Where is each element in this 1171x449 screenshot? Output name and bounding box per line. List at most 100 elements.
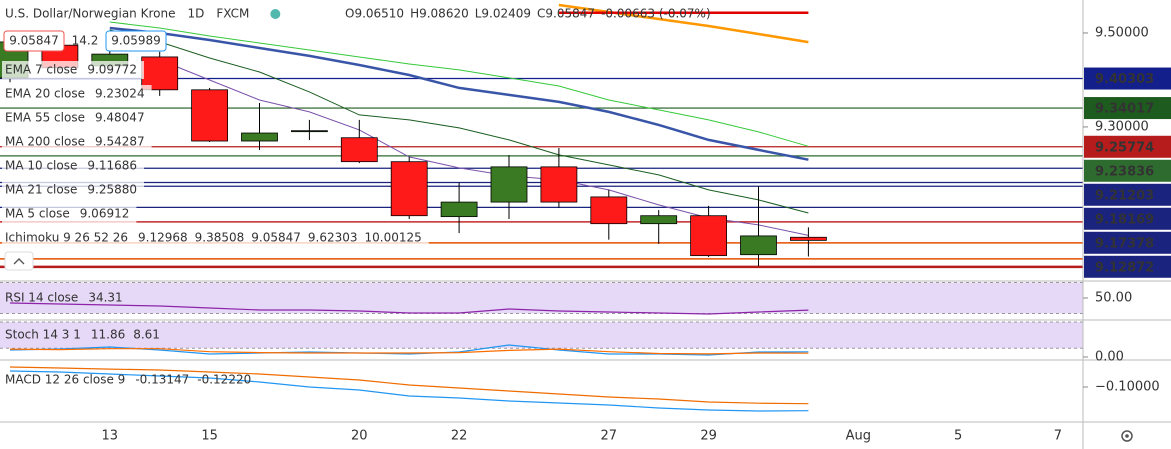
price-tag-label: 9.25774: [1095, 140, 1154, 155]
y-tick-label: 9.50000: [1095, 25, 1149, 40]
gear-hub: [1125, 434, 1129, 438]
legend-value: 9.09772: [87, 63, 137, 77]
x-tick-label: 20: [351, 429, 368, 444]
legend-name: EMA 20 close: [5, 87, 85, 101]
price-tag: [1084, 231, 1171, 254]
legend: RSI 14 close 34.31 Stoch 14 3 1 11.86 8.61 MA…: [2, 7, 711, 387]
y-tick-label: 50.00: [1095, 290, 1132, 305]
x-tick-label: Aug: [846, 429, 871, 444]
ohlc-label: L9.02409: [475, 7, 531, 21]
legend-value: 9.48047: [95, 111, 145, 125]
price-tag-label: 9.12872: [1095, 260, 1154, 275]
legend-value: 9.25880: [87, 183, 137, 197]
x-tick-label: 13: [102, 429, 119, 444]
indicator-line: [109, 29, 809, 214]
legend-value: 9.54287: [95, 135, 145, 149]
y-tick-label: −0.10000: [1095, 380, 1160, 395]
pane-legend-value: 8.61: [133, 328, 160, 342]
candle-body: [191, 89, 229, 142]
candle-body: [440, 201, 478, 218]
pane-line: [9, 348, 809, 355]
ohlc-label: O9.06510: [345, 7, 404, 21]
x-tick-label: 15: [201, 429, 218, 444]
indicator-line: [109, 26, 809, 161]
spread: 14.2: [72, 34, 99, 48]
pane-line: [9, 302, 809, 315]
ohlc-label: H9.08620: [410, 7, 469, 21]
legend-row-bg: [2, 133, 152, 151]
legend-value: 10.00125: [365, 231, 422, 245]
header-source: FXCM: [216, 7, 249, 21]
legend-row-bg: [2, 229, 429, 247]
y-tick-label: 0.00: [1095, 349, 1124, 364]
legend-name: EMA 7 close: [5, 63, 77, 77]
collapse-button[interactable]: [4, 251, 34, 271]
legend-value: 9.62303: [308, 231, 358, 245]
price-tag: [1084, 67, 1171, 90]
panes: [0, 281, 1083, 412]
candle-body: [790, 236, 827, 241]
ask-box: [105, 30, 167, 52]
x-tick-label: 29: [700, 429, 717, 444]
indicator-line: [109, 21, 809, 147]
pane-legend-value: 34.31: [88, 291, 122, 305]
bid-price: 9.05847: [9, 34, 59, 48]
price-tag: [1084, 207, 1171, 230]
price-tag-label: 9.40303: [1095, 72, 1154, 87]
pane-legend-value: -0.12220: [197, 373, 251, 387]
pane-legend-value: 11.86: [91, 328, 125, 342]
price-tag-label: 9.18169: [1095, 212, 1154, 227]
indicator-line: [558, 3, 809, 44]
legend-value: 9.11686: [87, 159, 137, 173]
legend-value: 9.05847: [251, 231, 301, 245]
price-tag: [1084, 183, 1171, 206]
legend-value: 9.23024: [95, 87, 145, 101]
x-tick-label: 27: [601, 429, 618, 444]
header-interval: 1D: [187, 7, 204, 21]
price-tag-label: 9.17378: [1095, 236, 1154, 251]
settings-button[interactable]: [1121, 430, 1133, 442]
gear-icon: [1121, 430, 1133, 442]
candle-body: [290, 130, 328, 133]
legend-row-bg: [2, 109, 152, 127]
price-tag-label: 9.34017: [1095, 102, 1154, 117]
legend-value: 9.38508: [195, 231, 245, 245]
ohlc-label: C9.05847: [537, 7, 595, 21]
pane-legend-value: -0.13147: [135, 373, 189, 387]
legend-value: 9.06912: [80, 207, 130, 221]
status-dot: [270, 9, 281, 19]
candle-body: [141, 56, 179, 91]
price-tag: [1084, 159, 1171, 182]
legend-name: EMA 55 close: [5, 111, 85, 125]
legend-name: MA 200 close: [5, 135, 85, 149]
candle-body: [740, 235, 777, 256]
candle-body: [241, 132, 278, 142]
ask-price: 9.05989: [111, 34, 161, 48]
x-tick-label: 22: [451, 429, 468, 444]
price-tag: [1084, 255, 1171, 278]
candle-body: [640, 215, 678, 225]
bid-box: [3, 30, 65, 52]
x-tick-label: 5: [954, 429, 962, 444]
collapse-box: [4, 251, 34, 271]
legend-row-bg: [2, 181, 144, 199]
candle-body: [540, 166, 578, 203]
pane-legend-name: RSI 14 close: [5, 291, 78, 305]
price-tag: [1084, 97, 1171, 120]
legend-row-bg: [2, 61, 144, 79]
candle-body: [390, 161, 428, 217]
band: [0, 282, 1083, 314]
ohlc-label: -0.00663 (-0.07%): [601, 7, 711, 21]
candle-body: [690, 215, 727, 257]
header-title: U.S. Dollar/Norwegian Krone: [5, 7, 175, 21]
legend-name: MA 21 close: [5, 183, 77, 197]
pane-legend-name: MACD 12 26 close 9: [5, 373, 125, 387]
candle-body: [340, 137, 378, 163]
band: [0, 322, 1083, 349]
legend-row-bg: [2, 85, 152, 103]
legend-name: MA 10 close: [5, 159, 77, 173]
price-tag-label: 9.21203: [1095, 188, 1154, 203]
legend-value: 9.12968: [138, 231, 188, 245]
